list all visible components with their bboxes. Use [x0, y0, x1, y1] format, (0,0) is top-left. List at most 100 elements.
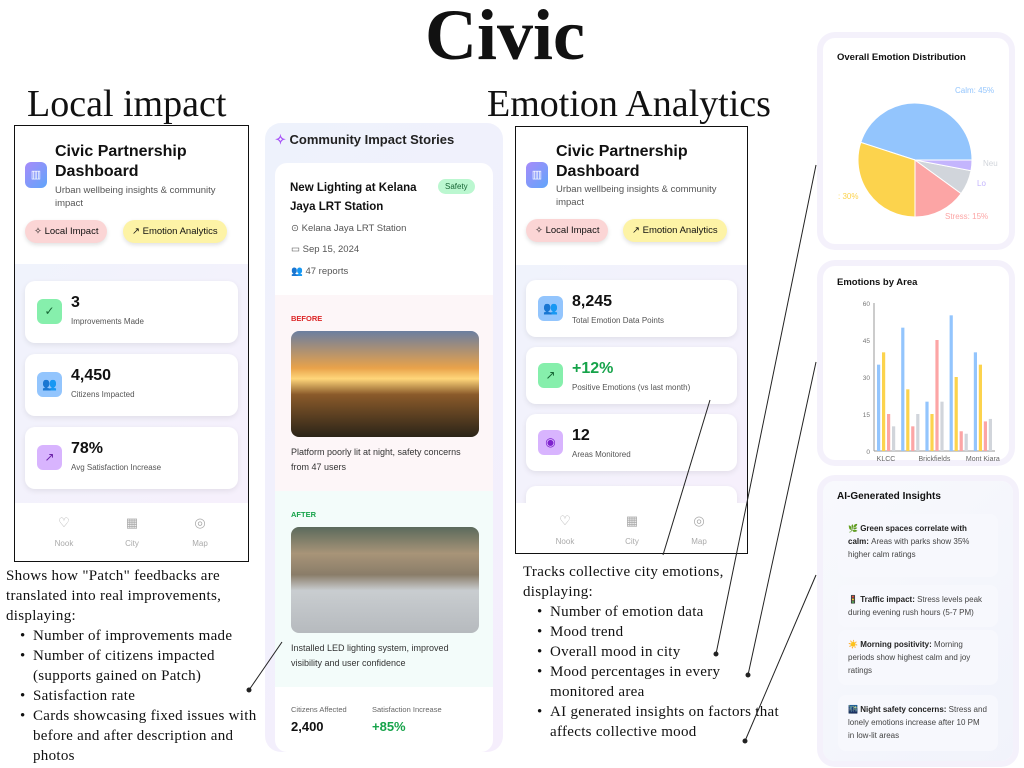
- insight-heading: Morning positivity:: [860, 640, 934, 649]
- nav-map[interactable]: ◎ Map: [175, 515, 225, 548]
- annotation-lines: [246, 164, 817, 744]
- map-pin-icon: ◎: [194, 515, 206, 530]
- insight-emoji-icon: 🌿: [848, 524, 861, 533]
- bar: [930, 414, 934, 451]
- insight-text: Morning periods show highest calm and jo…: [848, 640, 971, 675]
- pie-label: Neu: [983, 159, 998, 168]
- pie-label: Calm: 45%: [955, 86, 994, 95]
- heart-icon: ♡: [58, 515, 70, 530]
- before-label: BEFORE: [291, 314, 323, 323]
- story-date: ▭ Sep 15, 2024: [291, 244, 359, 255]
- stat-card-data-points: 👥 8,245 Total Emotion Data Points: [526, 280, 737, 337]
- bullet: Mood trend: [537, 622, 785, 642]
- bar: [877, 364, 881, 451]
- nav-label: Nook: [555, 537, 575, 546]
- annotation-line: [715, 164, 817, 655]
- stat-label: Improvements Made: [71, 317, 144, 326]
- bottom-nav: ♡ Nook ▦ City ◎ Map: [516, 503, 747, 553]
- bar: [940, 401, 944, 451]
- bar: [901, 327, 905, 451]
- chart-icon: ▥: [526, 162, 548, 188]
- before-description: Platform poorly lit at night, safety con…: [291, 447, 461, 472]
- after-section: AFTER Installed LED lighting system, imp…: [275, 491, 493, 687]
- chart-title: Overall Emotion Distribution: [837, 52, 966, 63]
- insight-heading: Night safety concerns:: [860, 705, 949, 714]
- bullet: Number of improvements made: [20, 626, 268, 646]
- stat-value: 8,245: [572, 293, 613, 310]
- tab-local-impact[interactable]: ✧ Local Impact: [25, 220, 108, 243]
- pie-label: : 30%: [838, 192, 858, 201]
- before-photo: [291, 331, 479, 437]
- pie-slice: [914, 159, 973, 172]
- pie-label: Lo: [977, 179, 986, 188]
- insight-item: 🌃 Night safety concerns: Stress and lone…: [838, 695, 998, 751]
- stories-header: ✧ Community Impact Stories: [275, 132, 454, 148]
- trending-up-icon: ↗: [132, 226, 143, 237]
- nav-label: City: [625, 537, 639, 546]
- y-tick-label: 60: [863, 301, 871, 308]
- pie-chart: Calm: 45%: 30% Stress: 15% Neu Lo: [838, 86, 998, 221]
- emotion-description: Tracks collective city emotions, display…: [523, 562, 785, 742]
- stat-card-satisfaction: ↗ 78% Avg Satisfaction Increase: [25, 427, 238, 489]
- local-impact-description: Shows how "Patch" feedbacks are translat…: [6, 566, 268, 766]
- trending-up-icon: ↗: [632, 225, 643, 236]
- stat-card-areas: ◉ 12 Areas Monitored: [526, 414, 737, 471]
- users-icon: 👥: [538, 296, 563, 321]
- map-pin-icon: ◉: [538, 430, 563, 455]
- bullet: Cards showcasing fixed issues with befor…: [20, 706, 268, 766]
- reports-text: 47 reports: [305, 266, 349, 277]
- poster-title: Civic: [425, 0, 585, 75]
- stat-value: 4,450: [71, 367, 112, 384]
- emotions-by-area-card: Emotions by Area: [823, 266, 1009, 460]
- description-text: Shows how "Patch" feedbacks are translat…: [6, 568, 222, 624]
- insights-title: AI-Generated Insights: [837, 491, 941, 502]
- app-subtitle: Urban wellbeing insights & community imp…: [556, 184, 717, 208]
- stat-label: Avg Satisfaction Increase: [71, 463, 162, 472]
- annotation-line: [747, 361, 817, 676]
- app-title: Civic Partnership Dashboard: [556, 143, 688, 180]
- bar: [882, 352, 886, 451]
- nav-city[interactable]: ▦ City: [107, 515, 157, 548]
- nav-map[interactable]: ◎ Map: [674, 513, 724, 546]
- story-card[interactable]: New Lighting at Kelana Jaya LRT Station …: [275, 163, 493, 752]
- app-subtitle: Urban wellbeing insights & community imp…: [55, 185, 216, 209]
- tab-emotion-analytics[interactable]: ↗ Emotion Analytics: [123, 220, 227, 243]
- story-reports: 👥 47 reports: [291, 266, 348, 277]
- bar: [983, 421, 987, 451]
- insight-item: ☀️ Morning positivity: Morning periods s…: [838, 630, 998, 685]
- category-badge: Safety: [438, 179, 475, 194]
- bar: [978, 364, 982, 451]
- y-tick-label: 30: [863, 375, 871, 382]
- tab-emotion-analytics[interactable]: ↗ Emotion Analytics: [623, 219, 727, 242]
- check-circle-icon: ✓: [37, 299, 62, 324]
- tab-local-impact[interactable]: ✧ Local Impact: [526, 219, 609, 242]
- insight-text: Areas with parks show 35% higher calm ra…: [848, 537, 970, 559]
- satisfaction-increase-value: +85%: [372, 719, 406, 734]
- pie-slice: [857, 141, 916, 218]
- heart-icon: ♡: [559, 513, 571, 528]
- building-icon: ▦: [125, 515, 139, 530]
- map-pin-icon: ⊙: [291, 223, 302, 234]
- chart-icon: ▥: [25, 162, 47, 188]
- x-tick-label: Brickfields: [918, 456, 950, 463]
- insight-heading: Green spaces correlate with calm:: [848, 524, 967, 546]
- x-tick-label: Mont Kiara: [966, 456, 1000, 463]
- story-location: ⊙ Kelana Jaya LRT Station: [291, 223, 406, 234]
- section-title-emotion: Emotion Analytics: [487, 83, 771, 125]
- nav-city[interactable]: ▦ City: [607, 513, 657, 546]
- stat-value: +12%: [572, 360, 614, 377]
- description-text: Tracks collective city emotions, display…: [523, 564, 724, 600]
- tab-label: Emotion Analytics: [642, 225, 718, 236]
- nav-nook[interactable]: ♡ Nook: [540, 513, 590, 546]
- stat-card-citizens: 👥 4,450 Citizens Impacted: [25, 354, 238, 416]
- stat-value: 3: [71, 294, 80, 311]
- stat-card-improvements: ✓ 3 Improvements Made: [25, 281, 238, 343]
- stat-label: Citizens Impacted: [71, 390, 135, 399]
- bullet: Mood percentages in every monitored area: [537, 662, 785, 702]
- after-label: AFTER: [291, 510, 316, 519]
- stat-card-positive-emotions: ↗ +12% Positive Emotions (vs last month): [526, 347, 737, 404]
- nav-nook[interactable]: ♡ Nook: [39, 515, 89, 548]
- stories-header-text: Community Impact Stories: [289, 132, 455, 147]
- building-icon: ▦: [625, 513, 639, 528]
